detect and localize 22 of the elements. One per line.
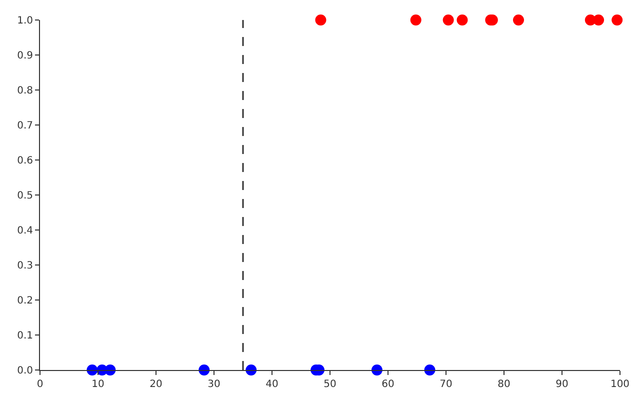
x-tick-label: 20 <box>150 379 162 390</box>
y-tick-label: 0.2 <box>17 296 33 306</box>
y-tick-label: 0.6 <box>17 156 33 166</box>
x-tick-label: 40 <box>266 379 278 390</box>
y-tick-label: 0.8 <box>17 86 33 96</box>
x-tick-label: 10 <box>92 379 104 390</box>
x-tick-label: 100 <box>610 379 630 390</box>
x-tick-label: 80 <box>498 379 510 390</box>
y-tick-label: 0.9 <box>17 50 33 62</box>
y-tick-label: 0.0 <box>17 366 33 376</box>
x-tick-label: 70 <box>440 379 452 390</box>
x-tick-label: 60 <box>382 379 394 390</box>
y-tick-label: 0.7 <box>17 120 33 132</box>
y-tick-label: 0.3 <box>17 260 33 272</box>
x-tick-label: 0 <box>36 379 44 390</box>
y-tick-label: 1.0 <box>17 16 33 26</box>
y-tick-label: 0.4 <box>17 226 33 236</box>
x-tick-label: 50 <box>324 379 336 390</box>
y-tick-label: 0.5 <box>17 190 33 202</box>
x-tick-label: 90 <box>556 379 568 390</box>
y-tick-label: 0.1 <box>17 330 33 342</box>
x-tick-label: 30 <box>208 379 220 390</box>
